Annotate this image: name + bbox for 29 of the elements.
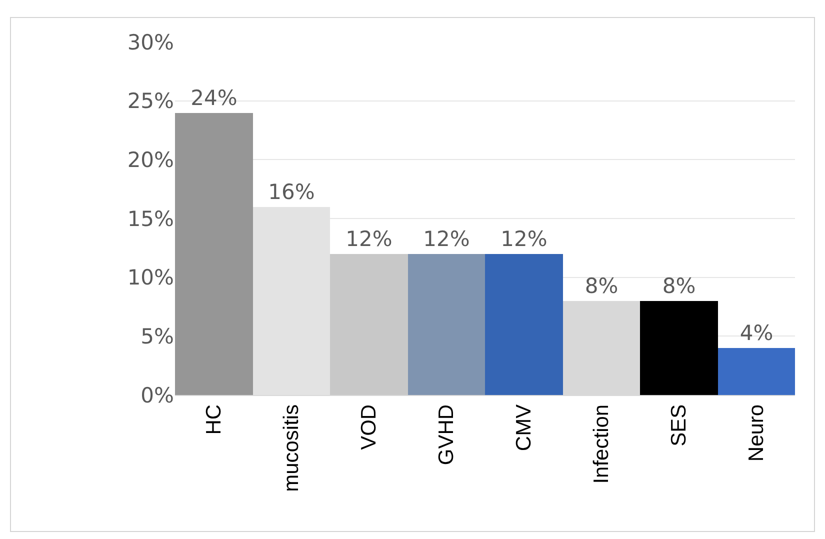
x-tick-label: mucositis — [280, 404, 304, 492]
data-label: 24% — [190, 86, 238, 110]
data-label: 12% — [423, 227, 470, 251]
x-tick-label: Neuro — [745, 404, 768, 462]
data-label: 8% — [662, 274, 696, 298]
data-label: 12% — [500, 227, 548, 251]
y-tick-label: 5% — [140, 324, 174, 349]
y-tick-label: 30% — [127, 30, 174, 54]
bar — [175, 113, 253, 395]
bar — [485, 254, 563, 395]
bar — [718, 348, 795, 395]
y-tick-label: 15% — [127, 206, 174, 231]
bar — [330, 254, 408, 395]
bar — [408, 254, 485, 395]
x-tick-label: Infection — [590, 404, 614, 484]
data-label: 8% — [584, 274, 618, 298]
data-label: 16% — [268, 180, 315, 204]
data-label: 12% — [346, 227, 392, 251]
data-label: 4% — [740, 321, 774, 345]
x-tick-label: VOD — [358, 404, 381, 450]
x-tick-label: HC — [202, 404, 226, 435]
bar — [640, 301, 718, 395]
y-tick-label: 25% — [127, 89, 174, 114]
y-tick-label: 20% — [127, 148, 174, 172]
y-tick-label: 0% — [140, 383, 174, 408]
x-tick-label: GVHD — [435, 404, 458, 466]
y-tick-label: 10% — [127, 266, 174, 290]
x-tick-label: SES — [668, 404, 691, 446]
x-tick-label: CMV — [512, 404, 536, 452]
